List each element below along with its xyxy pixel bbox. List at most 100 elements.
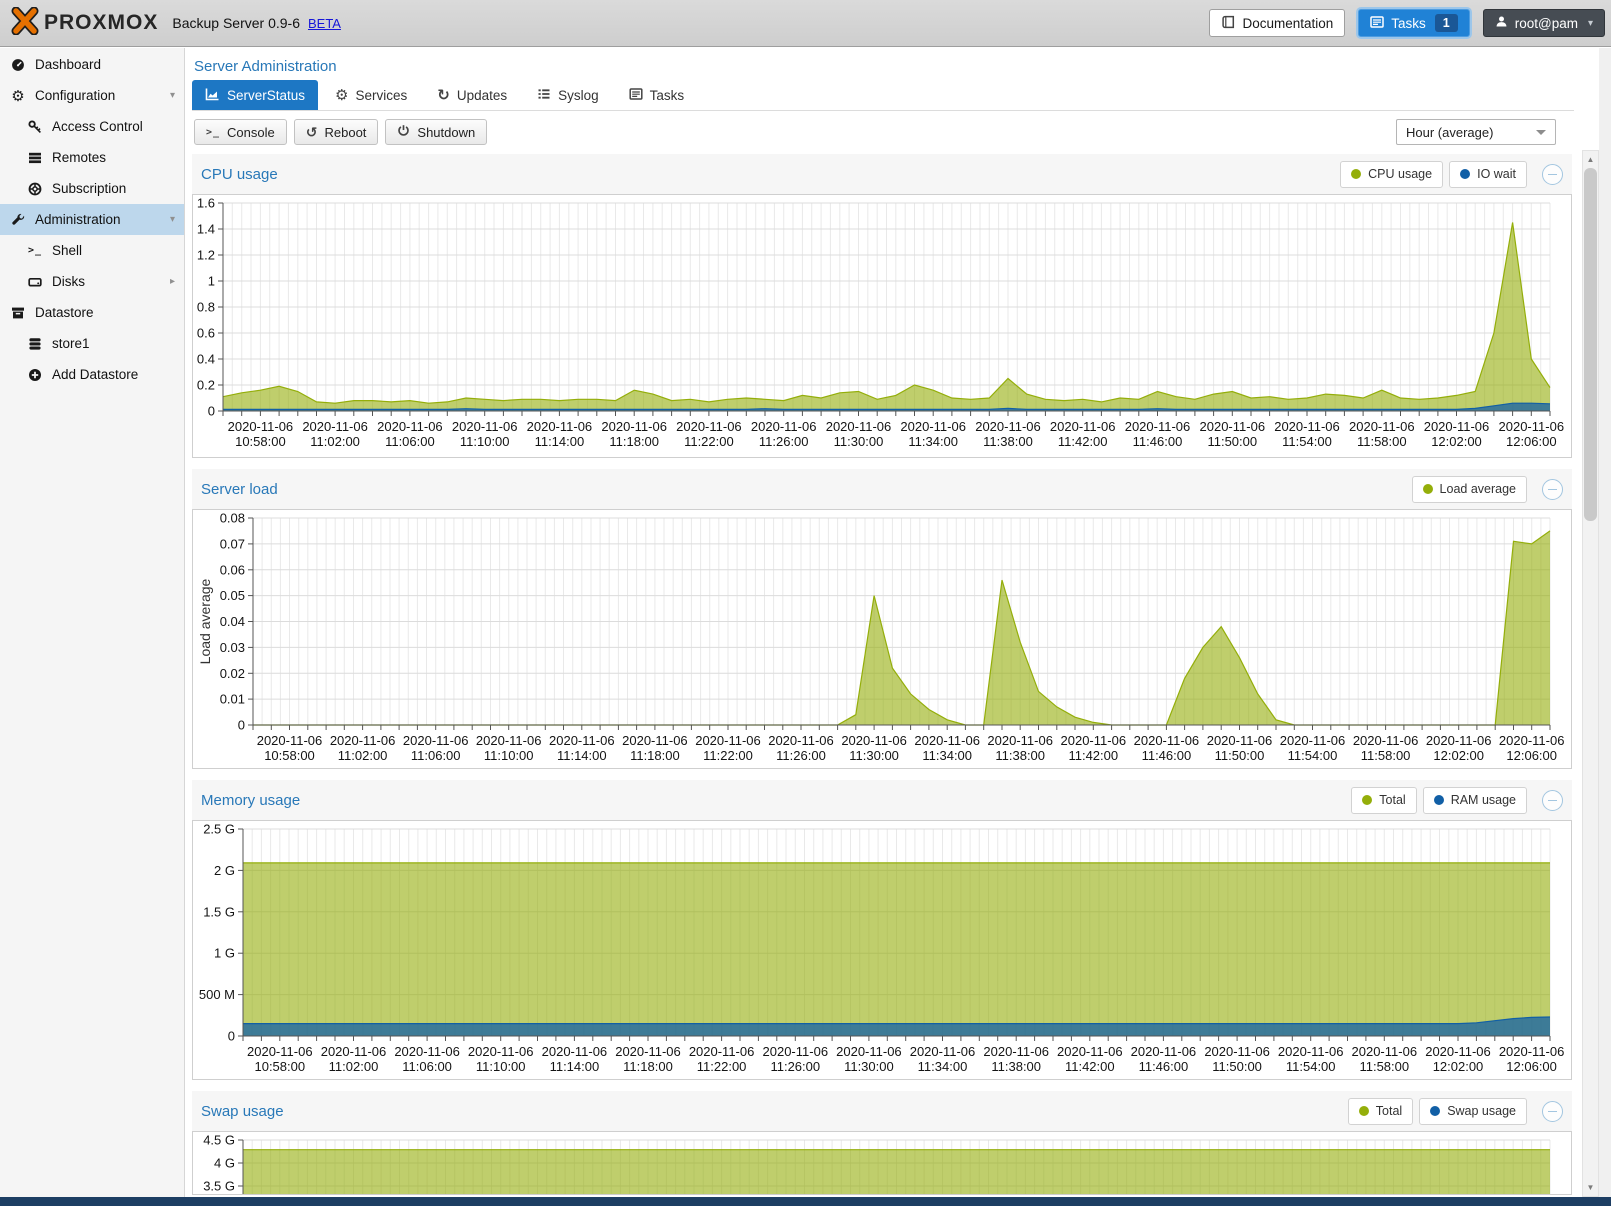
sidebar-item-subscription[interactable]: Subscription [0, 173, 184, 204]
svg-text:2020-11-06: 2020-11-06 [527, 419, 593, 434]
svg-text:0.4: 0.4 [197, 352, 215, 367]
tab-tasks[interactable]: Tasks [616, 80, 698, 110]
svg-text:4.5 G: 4.5 G [203, 1133, 235, 1148]
tab-serverstatus[interactable]: ServerStatus [192, 80, 318, 110]
svg-text:11:22:00: 11:22:00 [697, 1059, 747, 1074]
area-chart-icon [205, 87, 220, 104]
svg-text:0.02: 0.02 [220, 666, 245, 681]
svg-text:2020-11-06: 2020-11-06 [247, 1044, 313, 1059]
legend-item-swap-usage[interactable]: Swap usage [1419, 1098, 1527, 1125]
svg-text:1 G: 1 G [214, 946, 235, 961]
shutdown-button[interactable]: Shutdown [385, 119, 487, 145]
tasks-button[interactable]: Tasks 1 [1358, 9, 1469, 37]
legend-item-total[interactable]: Total [1351, 787, 1416, 814]
sidebar-nav: Dashboard ⚙ Configuration ▾ Access Contr… [0, 48, 185, 1197]
svg-text:11:46:00: 11:46:00 [1142, 748, 1192, 763]
sidebar-item-configuration[interactable]: ⚙ Configuration ▾ [0, 80, 184, 111]
svg-text:0.07: 0.07 [220, 536, 245, 551]
tab-syslog[interactable]: Syslog [524, 80, 612, 110]
chevron-right-icon: ▸ [170, 276, 175, 287]
legend-item-cpu-usage[interactable]: CPU usage [1340, 161, 1443, 188]
swap-usage-panel-header: Swap usage Total Swap usage [192, 1091, 1572, 1131]
svg-text:11:22:00: 11:22:00 [684, 434, 734, 449]
collapse-panel-icon[interactable] [1542, 479, 1563, 500]
svg-text:2020-11-06: 2020-11-06 [695, 733, 761, 748]
console-button[interactable]: >_ Console [194, 119, 287, 145]
svg-text:2020-11-06: 2020-11-06 [768, 733, 834, 748]
svg-text:11:02:00: 11:02:00 [329, 1059, 379, 1074]
svg-text:11:06:00: 11:06:00 [385, 434, 435, 449]
server-list-icon [27, 151, 43, 165]
svg-text:11:50:00: 11:50:00 [1212, 1059, 1262, 1074]
legend-dot [1423, 484, 1433, 494]
svg-text:2020-11-06: 2020-11-06 [1424, 419, 1490, 434]
sidebar-item-dashboard[interactable]: Dashboard [0, 49, 184, 80]
timeframe-select[interactable]: Hour (average) [1396, 119, 1556, 145]
svg-text:11:02:00: 11:02:00 [310, 434, 360, 449]
legend: CPU usage IO wait [1340, 161, 1563, 188]
svg-text:11:14:00: 11:14:00 [557, 748, 607, 763]
scroll-up-arrow[interactable]: ▲ [1583, 152, 1598, 167]
memory-usage-chart-svg: 0500 M1 G1.5 G2 G2.5 G2020-11-0610:58:00… [193, 821, 1571, 1079]
legend-item-ram-usage[interactable]: RAM usage [1423, 787, 1527, 814]
vertical-scrollbar[interactable]: ▲ ▼ [1582, 150, 1599, 1197]
svg-text:2.5 G: 2.5 G [203, 822, 235, 837]
undo-arrow-icon: ↺ [306, 124, 318, 141]
svg-text:0: 0 [238, 718, 245, 733]
panel-title: Server load [201, 481, 278, 498]
sidebar-item-disks[interactable]: Disks ▸ [0, 266, 184, 297]
tab-updates[interactable]: ↻ Updates [424, 80, 520, 110]
user-menu-button[interactable]: root@pam ▾ [1483, 9, 1605, 37]
memory-usage-panel: Memory usage Total RAM usage 0500 M1 G1.… [192, 780, 1572, 1080]
sidebar-item-shell[interactable]: >_ Shell [0, 235, 184, 266]
svg-text:0: 0 [228, 1029, 235, 1044]
svg-text:11:14:00: 11:14:00 [550, 1059, 600, 1074]
terminal-icon: >_ [27, 245, 43, 256]
sidebar-item-access-control[interactable]: Access Control [0, 111, 184, 142]
sidebar-item-remotes[interactable]: Remotes [0, 142, 184, 173]
svg-text:2020-11-06: 2020-11-06 [615, 1044, 681, 1059]
svg-text:2020-11-06: 2020-11-06 [377, 419, 443, 434]
server-load-chart-svg: 00.010.020.030.040.050.060.070.082020-11… [193, 510, 1571, 768]
dashboard-icon [10, 58, 26, 72]
sidebar-item-datastore[interactable]: Datastore [0, 297, 184, 328]
svg-text:2020-11-06: 2020-11-06 [1278, 1044, 1344, 1059]
sidebar-item-add-datastore[interactable]: Add Datastore [0, 359, 184, 390]
svg-text:1: 1 [208, 274, 215, 289]
svg-text:11:30:00: 11:30:00 [849, 748, 899, 763]
beta-link[interactable]: BETA [308, 16, 341, 31]
documentation-button[interactable]: Documentation [1209, 9, 1345, 37]
svg-text:11:58:00: 11:58:00 [1359, 1059, 1409, 1074]
svg-text:2020-11-06: 2020-11-06 [549, 733, 615, 748]
svg-text:11:14:00: 11:14:00 [535, 434, 585, 449]
svg-text:2020-11-06: 2020-11-06 [1131, 1044, 1197, 1059]
svg-text:11:54:00: 11:54:00 [1282, 434, 1332, 449]
collapse-panel-icon[interactable] [1542, 1101, 1563, 1122]
top-header: PROXMOX Backup Server 0.9-6 BETA Documen… [0, 0, 1611, 47]
swap-usage-panel: Swap usage Total Swap usage 0500 M1 G1.5… [192, 1091, 1572, 1195]
legend-item-io-wait[interactable]: IO wait [1449, 161, 1527, 188]
svg-text:11:10:00: 11:10:00 [476, 1059, 526, 1074]
sidebar-item-store1[interactable]: store1 [0, 328, 184, 359]
svg-text:11:26:00: 11:26:00 [759, 434, 809, 449]
svg-text:11:50:00: 11:50:00 [1215, 748, 1265, 763]
swap-usage-chart-svg: 0500 M1 G1.5 G2 G2.5 G3 G3.5 G4 G4.5 G20… [193, 1132, 1571, 1195]
svg-text:2020-11-06: 2020-11-06 [1499, 419, 1565, 434]
reboot-button[interactable]: ↺ Reboot [294, 119, 379, 145]
svg-text:2020-11-06: 2020-11-06 [228, 419, 294, 434]
svg-text:1.6: 1.6 [197, 196, 215, 211]
svg-text:11:10:00: 11:10:00 [460, 434, 510, 449]
svg-text:2020-11-06: 2020-11-06 [1352, 1044, 1418, 1059]
key-icon [27, 120, 43, 134]
tab-services[interactable]: ⚙ Services [322, 80, 420, 110]
legend-item-load-average[interactable]: Load average [1412, 476, 1527, 503]
svg-text:2020-11-06: 2020-11-06 [1200, 419, 1266, 434]
scroll-down-arrow[interactable]: ▼ [1583, 1180, 1598, 1195]
collapse-panel-icon[interactable] [1542, 164, 1563, 185]
svg-text:11:34:00: 11:34:00 [918, 1059, 968, 1074]
legend-item-total[interactable]: Total [1348, 1098, 1413, 1125]
scrollbar-thumb[interactable] [1584, 168, 1597, 521]
collapse-panel-icon[interactable] [1542, 790, 1563, 811]
sidebar-item-administration[interactable]: Administration ▾ [0, 204, 184, 235]
svg-text:11:18:00: 11:18:00 [609, 434, 659, 449]
